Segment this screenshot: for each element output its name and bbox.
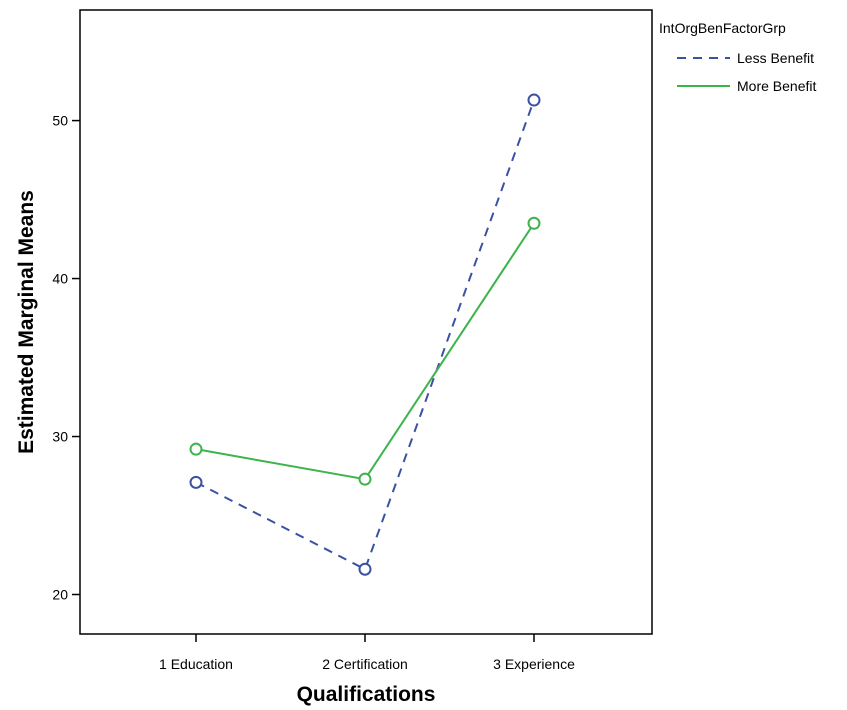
y-tick-label: 30 <box>52 429 68 445</box>
legend-title: IntOrgBenFactorGrp <box>659 20 786 36</box>
legend: IntOrgBenFactorGrp Less Benefit More Bene… <box>659 20 816 94</box>
data-point <box>527 216 541 230</box>
x-tick-label: 1 Education <box>159 656 233 672</box>
data-point <box>527 93 541 107</box>
data-point <box>358 562 372 576</box>
x-axis-title: Qualifications <box>297 683 436 706</box>
legend-label: Less Benefit <box>737 50 814 66</box>
y-axis-title: Estimated Marginal Means <box>15 190 38 454</box>
plot-area <box>79 9 653 635</box>
x-tick-label: 3 Experience <box>493 656 575 672</box>
y-tick-label: 40 <box>52 271 68 287</box>
legend-label: More Benefit <box>737 78 816 94</box>
y-axis: 20 30 40 50 <box>52 113 80 603</box>
series-layer <box>189 93 541 576</box>
x-tick-label: 2 Certification <box>322 656 408 672</box>
y-tick-label: 50 <box>52 113 68 129</box>
data-point <box>189 475 203 489</box>
data-point <box>358 472 372 486</box>
x-axis: 1 Education 2 Certification 3 Experience <box>159 634 575 672</box>
series-line-1 <box>195 99 535 571</box>
y-tick-label: 20 <box>52 587 68 603</box>
series-line-2 <box>195 222 535 481</box>
data-point <box>189 442 203 456</box>
